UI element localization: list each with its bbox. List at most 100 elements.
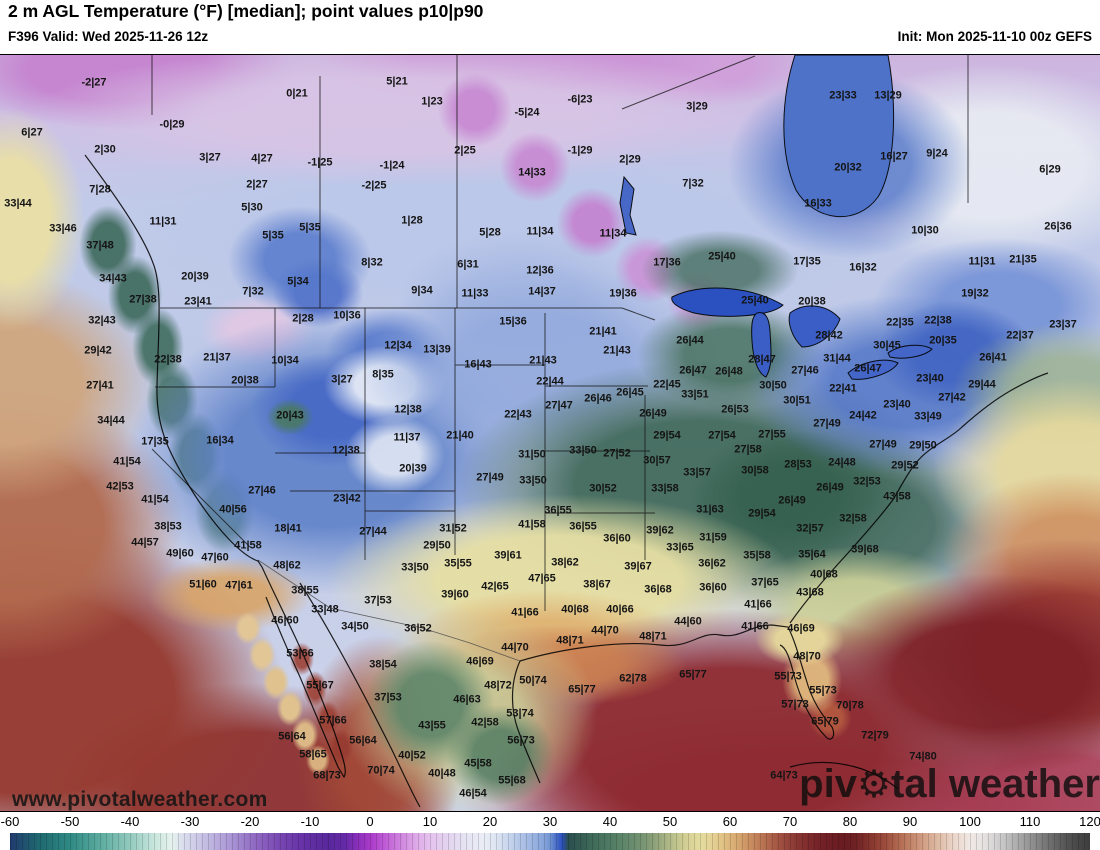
station-value: 27|44 [359, 525, 387, 538]
station-value: -1|29 [567, 144, 593, 157]
station-value: 7|28 [89, 183, 111, 196]
station-value: 32|58 [839, 512, 867, 525]
station-value: 12|36 [526, 264, 554, 277]
station-value: 22|45 [653, 378, 681, 391]
station-value: 31|50 [518, 448, 546, 461]
station-value: 33|50 [569, 444, 597, 457]
station-value: 48|70 [793, 650, 821, 663]
station-value: 40|68 [810, 568, 838, 581]
station-value: 26|49 [816, 481, 844, 494]
station-value: 58|65 [299, 748, 327, 761]
station-value: 24|48 [828, 456, 856, 469]
station-value: 5|35 [299, 221, 321, 234]
station-value: -2|27 [81, 76, 107, 89]
station-value: 26|36 [1044, 220, 1072, 233]
station-value: 37|53 [374, 691, 402, 704]
init-time-label: Init: Mon 2025-11-10 00z GEFS [897, 29, 1092, 44]
station-value: 68|73 [313, 769, 341, 782]
station-value: 16|43 [464, 358, 492, 371]
station-value: 36|60 [699, 581, 727, 594]
station-value: 15|36 [499, 315, 527, 328]
station-value: 62|78 [619, 672, 647, 685]
station-value: 41|66 [744, 598, 772, 611]
station-value: 13|39 [423, 343, 451, 356]
station-value: 27|49 [813, 417, 841, 430]
colorbar-tick-label: -30 [180, 814, 200, 829]
station-value: 36|55 [569, 520, 597, 533]
station-value: 6|27 [21, 126, 43, 139]
station-value: 47|60 [201, 551, 229, 564]
station-value: 14|33 [518, 166, 546, 179]
station-value: 4|27 [251, 152, 273, 165]
station-value: 41|54 [113, 455, 141, 468]
station-value: 26|49 [778, 494, 806, 507]
station-value: 21|35 [1009, 253, 1037, 266]
station-value: 56|64 [278, 730, 306, 743]
station-value: 47|65 [528, 572, 556, 585]
station-value: 23|42 [333, 492, 361, 505]
station-value: 0|21 [286, 87, 308, 100]
colorbar-tick-label: 60 [722, 814, 738, 829]
station-value: 18|41 [274, 522, 302, 535]
station-value: 5|21 [386, 75, 408, 88]
station-value: 21|43 [529, 354, 557, 367]
station-value: 30|51 [783, 394, 811, 407]
station-value: 2|30 [94, 143, 116, 156]
station-value: 33|50 [401, 561, 429, 574]
station-value: 1|23 [421, 95, 443, 108]
station-value: 44|70 [501, 641, 529, 654]
station-value: 57|73 [781, 698, 809, 711]
colorbar-tick-label: 120 [1079, 814, 1100, 829]
temperature-map-canvas[interactable]: -2|27 0|21 -0|29 6|27 2|30 3|27 4|27 -1|25 2|27 7… [0, 54, 1100, 812]
station-value: 44|60 [674, 615, 702, 628]
station-value: 70|74 [367, 764, 395, 777]
station-value: 57|66 [319, 714, 347, 727]
station-value: 56|73 [507, 734, 535, 747]
colorbar-tick-label: 30 [542, 814, 558, 829]
colorbar-tick-label: 70 [782, 814, 798, 829]
station-value: 23|37 [1049, 318, 1077, 331]
station-value: 31|63 [696, 503, 724, 516]
station-value: 33|46 [49, 222, 77, 235]
station-value: 2|29 [619, 153, 641, 166]
colorbar-tick-label: -10 [300, 814, 320, 829]
station-value: 38|54 [369, 658, 397, 671]
station-value: 55|68 [498, 774, 526, 787]
station-value: 35|58 [743, 549, 771, 562]
colorbar-tick-label: 50 [662, 814, 678, 829]
station-value: 37|65 [751, 576, 779, 589]
station-value: 43|58 [883, 490, 911, 503]
station-value: 38|53 [154, 520, 182, 533]
station-value: 14|37 [528, 285, 556, 298]
station-value: 46|63 [453, 693, 481, 706]
station-value: 26|46 [584, 392, 612, 405]
station-value: 25|40 [741, 294, 769, 307]
station-value: 13|29 [874, 89, 902, 102]
station-value: 70|78 [836, 699, 864, 712]
station-value: 35|55 [444, 557, 472, 570]
station-value: 65|79 [811, 715, 839, 728]
station-value: 31|52 [439, 522, 467, 535]
station-value: 22|43 [504, 408, 532, 421]
station-value: 28|53 [784, 458, 812, 471]
colorbar [10, 833, 1090, 850]
station-value: 12|38 [394, 403, 422, 416]
station-value: 40|68 [561, 603, 589, 616]
station-value: 19|36 [609, 287, 637, 300]
colorbar-tick-label: 90 [902, 814, 918, 829]
station-value: 26|47 [679, 364, 707, 377]
station-value: 65|77 [568, 683, 596, 696]
station-value: -1|24 [379, 159, 405, 172]
site-watermark: www.pivotalweather.com [12, 788, 268, 811]
station-value: 55|73 [809, 684, 837, 697]
station-value: -6|23 [567, 93, 593, 106]
station-value: 40|52 [398, 749, 426, 762]
station-value: 23|40 [916, 372, 944, 385]
station-value: 40|66 [606, 603, 634, 616]
station-value: 74|80 [909, 750, 937, 763]
station-value: 26|41 [979, 351, 1007, 364]
station-value: 11|31 [968, 255, 996, 268]
station-value: 10|30 [911, 224, 939, 237]
page-title: 2 m AGL Temperature (°F) [median]; point… [8, 1, 484, 21]
station-value: 49|60 [166, 547, 194, 560]
